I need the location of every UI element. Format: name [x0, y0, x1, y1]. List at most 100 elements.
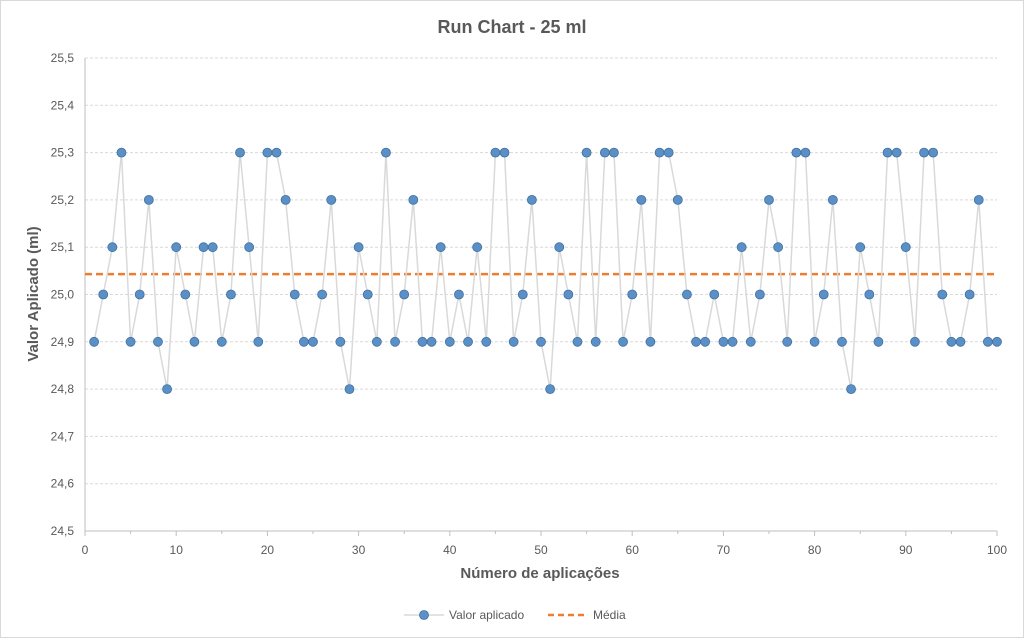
x-tick-label: 90: [899, 543, 913, 557]
data-point: [809, 336, 820, 347]
data-point: [782, 336, 793, 347]
x-tick-label: 80: [808, 543, 822, 557]
x-tick-label: 10: [170, 543, 184, 557]
data-point: [116, 147, 127, 158]
x-tick-label: 20: [261, 543, 275, 557]
data-point: [335, 336, 346, 347]
data-point: [344, 384, 355, 395]
data-point: [636, 194, 647, 205]
data-point: [362, 289, 373, 300]
data-point: [618, 336, 628, 347]
data-point: [89, 336, 100, 347]
data-point: [973, 194, 984, 205]
data-point: [654, 147, 665, 158]
data-point: [353, 242, 364, 253]
data-point: [864, 289, 875, 300]
data-point: [846, 384, 856, 395]
data-point: [764, 194, 774, 205]
data-point: [718, 336, 729, 347]
x-tick-label: 70: [717, 543, 731, 557]
data-point: [435, 242, 446, 253]
data-point: [390, 336, 400, 347]
x-axis-title: Número de aplicações: [460, 565, 619, 582]
data-point: [882, 147, 893, 158]
y-tick-label: 24,8: [51, 382, 75, 396]
legend: Valor aplicado Média: [404, 608, 626, 622]
data-point: [143, 194, 154, 205]
x-tick-label: 30: [352, 543, 366, 557]
y-tick-label: 25,5: [51, 51, 75, 65]
x-tick-label: 40: [443, 543, 457, 557]
x-tick-label: 100: [987, 543, 1007, 557]
data-point: [526, 194, 537, 205]
data-point: [371, 336, 382, 347]
series-line-valor-aplicado: [93, 151, 997, 390]
data-point: [134, 289, 145, 300]
data-point: [253, 336, 264, 347]
data-point: [198, 242, 209, 253]
data-point: [536, 336, 546, 347]
data-point: [444, 336, 455, 347]
data-point: [900, 242, 911, 253]
data-point: [162, 384, 172, 395]
data-point: [399, 289, 410, 300]
data-point: [153, 336, 163, 347]
data-point: [408, 194, 419, 205]
data-point: [289, 289, 300, 300]
data-point: [627, 289, 638, 300]
data-point: [837, 336, 847, 347]
x-tick-labels: 0 10 20 30 40 50 60 70 80 90 100: [82, 543, 1008, 557]
data-point: [609, 147, 619, 158]
data-point: [280, 194, 291, 205]
data-point: [581, 147, 592, 158]
data-point: [709, 289, 720, 300]
data-point: [207, 242, 218, 253]
data-point: [754, 289, 765, 300]
series-valor-aplicado: [89, 147, 1002, 395]
data-point: [982, 336, 993, 347]
grid-lines: [85, 57, 997, 485]
data-point: [873, 336, 884, 347]
data-point: [827, 194, 838, 205]
data-point: [891, 147, 902, 158]
data-point: [417, 336, 428, 347]
y-tick-label: 24,7: [51, 429, 75, 443]
data-point: [107, 242, 118, 253]
data-point: [773, 242, 784, 253]
x-tick-label: 60: [626, 543, 640, 557]
data-point: [481, 336, 492, 347]
data-point: [691, 336, 701, 347]
data-point: [992, 336, 1002, 347]
data-point: [98, 289, 109, 300]
data-point: [563, 289, 574, 300]
axes: [84, 58, 998, 536]
data-point: [426, 336, 437, 347]
data-point: [937, 289, 948, 300]
data-point: [262, 147, 273, 158]
data-point: [381, 147, 391, 158]
data-point: [499, 147, 510, 158]
data-point: [271, 147, 282, 158]
data-point: [955, 336, 966, 347]
data-point: [554, 242, 565, 253]
data-point: [727, 336, 738, 347]
data-point: [590, 336, 601, 347]
data-point: [244, 242, 255, 253]
data-point: [171, 242, 182, 253]
data-point: [463, 336, 473, 347]
y-tick-label: 24,5: [51, 524, 75, 538]
y-tick-label: 25,0: [51, 288, 75, 302]
y-tick-label: 24,9: [51, 335, 75, 349]
legend-marker-valor-aplicado: [419, 610, 429, 620]
data-point: [791, 147, 802, 158]
data-point: [645, 336, 656, 347]
data-point: [326, 194, 337, 205]
data-point: [910, 336, 920, 347]
data-point: [490, 147, 501, 158]
data-point: [682, 289, 692, 300]
data-point: [964, 289, 975, 300]
data-point: [855, 242, 866, 253]
y-tick-label: 24,6: [51, 477, 75, 491]
